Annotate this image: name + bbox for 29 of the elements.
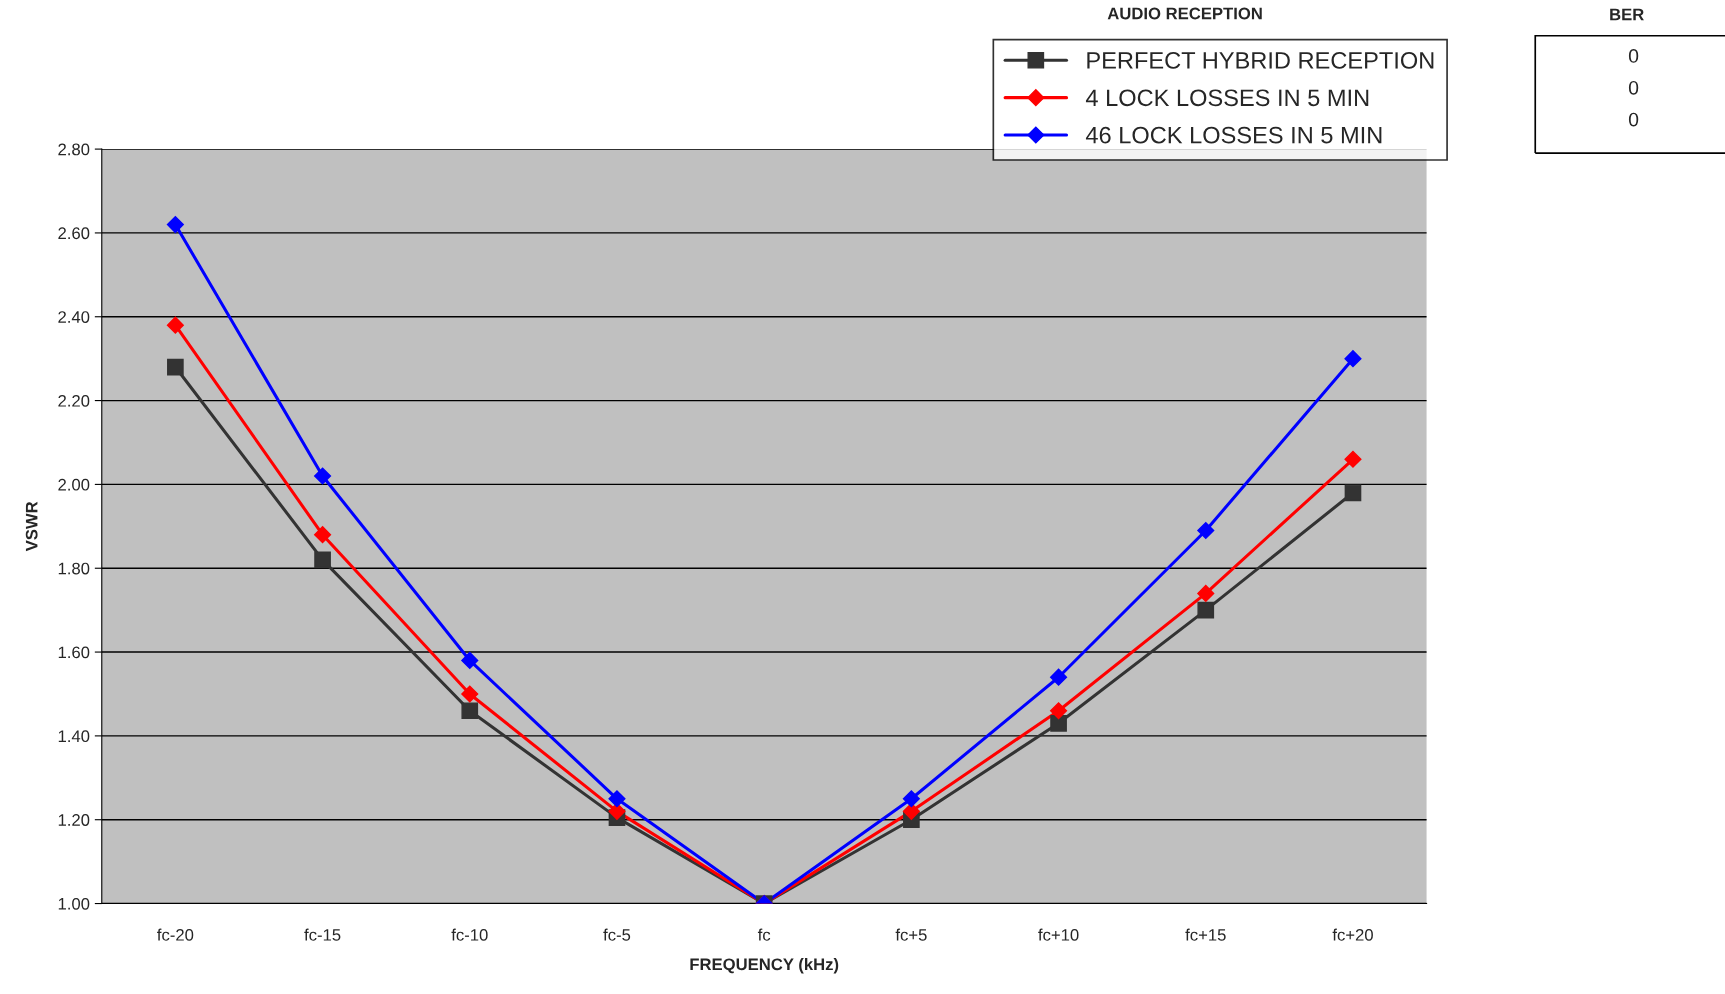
y-axis-title: VSWR [25, 501, 38, 552]
y-tick-label: 1.60 [58, 646, 90, 659]
x-tick-label: fc+20 [1332, 928, 1373, 941]
y-tick-label: 1.00 [58, 897, 90, 910]
legend-label: 46 LOCK LOSSES IN 5 MIN [1085, 126, 1382, 144]
x-tick-label: fc-10 [451, 928, 488, 941]
text: 0 [1628, 49, 1639, 63]
y-tick-label: 2.40 [58, 311, 90, 323]
legend-title: AUDIO RECEPTION [1107, 7, 1262, 20]
y-tick-label: 1.20 [58, 814, 90, 826]
x-tick-label: fc [757, 928, 771, 941]
x-tick-label: fc+15 [1185, 928, 1226, 941]
y-tick-label: 1.40 [58, 730, 90, 743]
y-tick-label: 1.80 [58, 562, 90, 575]
x-tick-label: fc+5 [895, 928, 927, 941]
y-tick-label: 2.20 [58, 394, 90, 407]
x-tick-label: fc+10 [1038, 928, 1079, 941]
legend-label: 4 LOCK LOSSES IN 5 MIN [1085, 89, 1369, 107]
y-tick-label: 2.00 [58, 478, 90, 491]
x-tick-label: fc-15 [304, 928, 341, 941]
x-axis-title: FREQUENCY (kHz) [690, 957, 839, 974]
legend-label: PERFECT HYBRID RECEPTION [1087, 52, 1434, 69]
x-tick-label: fc-5 [603, 928, 631, 941]
x-tick-label: fc-20 [157, 928, 194, 941]
text: BER [1610, 8, 1644, 21]
y-tick-label: 2.80 [58, 143, 90, 156]
y-tick-label: 2.60 [58, 227, 90, 240]
text: 0 [1628, 112, 1639, 127]
text: 0 [1628, 80, 1639, 95]
